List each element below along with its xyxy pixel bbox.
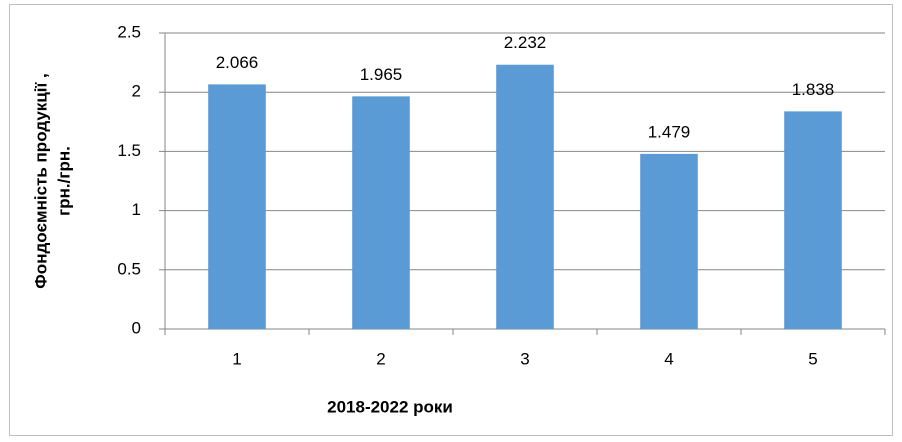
- chart-border: [9, 4, 893, 436]
- y-axis-label-line: Фондоємність продукції ,: [31, 73, 50, 288]
- x-tick-label: 1: [232, 349, 241, 368]
- data-label: 1.838: [792, 80, 835, 99]
- y-tick-label: 0.5: [117, 259, 141, 278]
- data-label: 1.965: [360, 65, 403, 84]
- data-label: 2.232: [504, 33, 547, 52]
- bar: [640, 153, 698, 329]
- x-axis-label: 2018-2022 роки: [327, 397, 453, 416]
- y-tick-label: 2.5: [117, 22, 141, 41]
- x-tick-label: 5: [808, 349, 817, 368]
- y-tick-label: 2: [132, 82, 141, 101]
- y-axis-label-line: грн./грн.: [54, 146, 73, 216]
- data-label: 2.066: [216, 53, 259, 72]
- bar: [352, 96, 410, 330]
- bar: [208, 84, 266, 330]
- bar: [784, 111, 842, 329]
- y-tick-label: 1: [132, 200, 141, 219]
- x-tick-label: 2: [376, 349, 385, 368]
- bar: [496, 64, 554, 329]
- data-label: 1.479: [648, 122, 691, 141]
- y-tick-label: 1.5: [117, 141, 141, 160]
- x-tick-label: 3: [520, 349, 529, 368]
- y-tick-label: 0: [132, 318, 141, 337]
- x-tick-label: 4: [664, 349, 673, 368]
- y-axis-label: Фондоємність продукції , грн./грн.: [31, 73, 73, 288]
